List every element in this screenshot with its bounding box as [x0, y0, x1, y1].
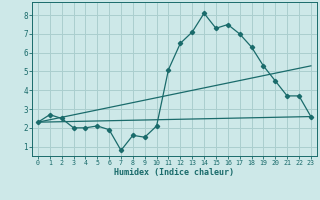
X-axis label: Humidex (Indice chaleur): Humidex (Indice chaleur)	[115, 168, 234, 177]
